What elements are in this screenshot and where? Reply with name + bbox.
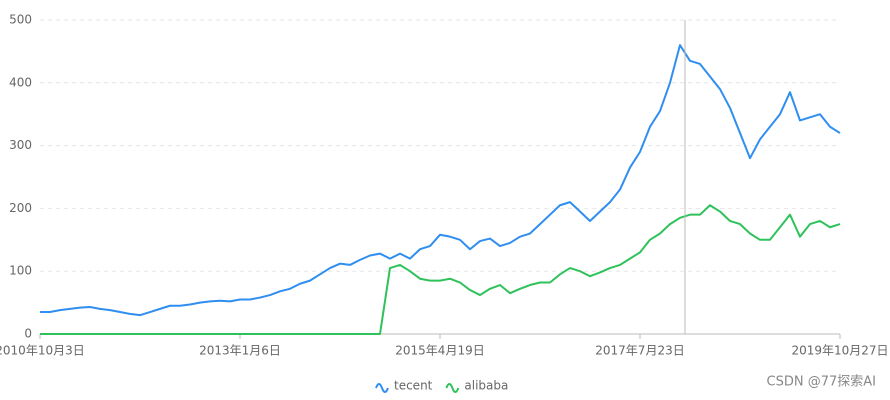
plot: 0 100 200 300 400 500 2010年10月3日 2013年1月6日 2015年… [0, 13, 889, 358]
y-tick-label: 200 [9, 201, 32, 215]
watermark: CSDN @77探索AI [767, 375, 876, 390]
x-tick-label: 2015年4月19日 [395, 344, 484, 358]
legend: tecent alibaba [375, 379, 508, 393]
y-tick-label: 400 [9, 75, 32, 89]
y-tick-label: 500 [9, 13, 32, 27]
legend-label: tecent [394, 379, 433, 393]
legend-icon [445, 383, 460, 393]
legend-icon [375, 383, 389, 393]
x-tick-label: 2019年10月27日 [791, 344, 888, 358]
x-tick-label: 2017年7月23日 [595, 344, 684, 358]
y-tick-label: 0 [24, 327, 32, 341]
legend-label: alibaba [464, 379, 508, 393]
x-tick-label: 2010年10月3日 [0, 344, 85, 358]
y-tick-label: 300 [9, 138, 32, 152]
y-tick-label: 100 [9, 264, 32, 278]
line [40, 44, 841, 317]
line [40, 204, 841, 335]
x-tick-label: 2013年1月6日 [199, 344, 281, 358]
